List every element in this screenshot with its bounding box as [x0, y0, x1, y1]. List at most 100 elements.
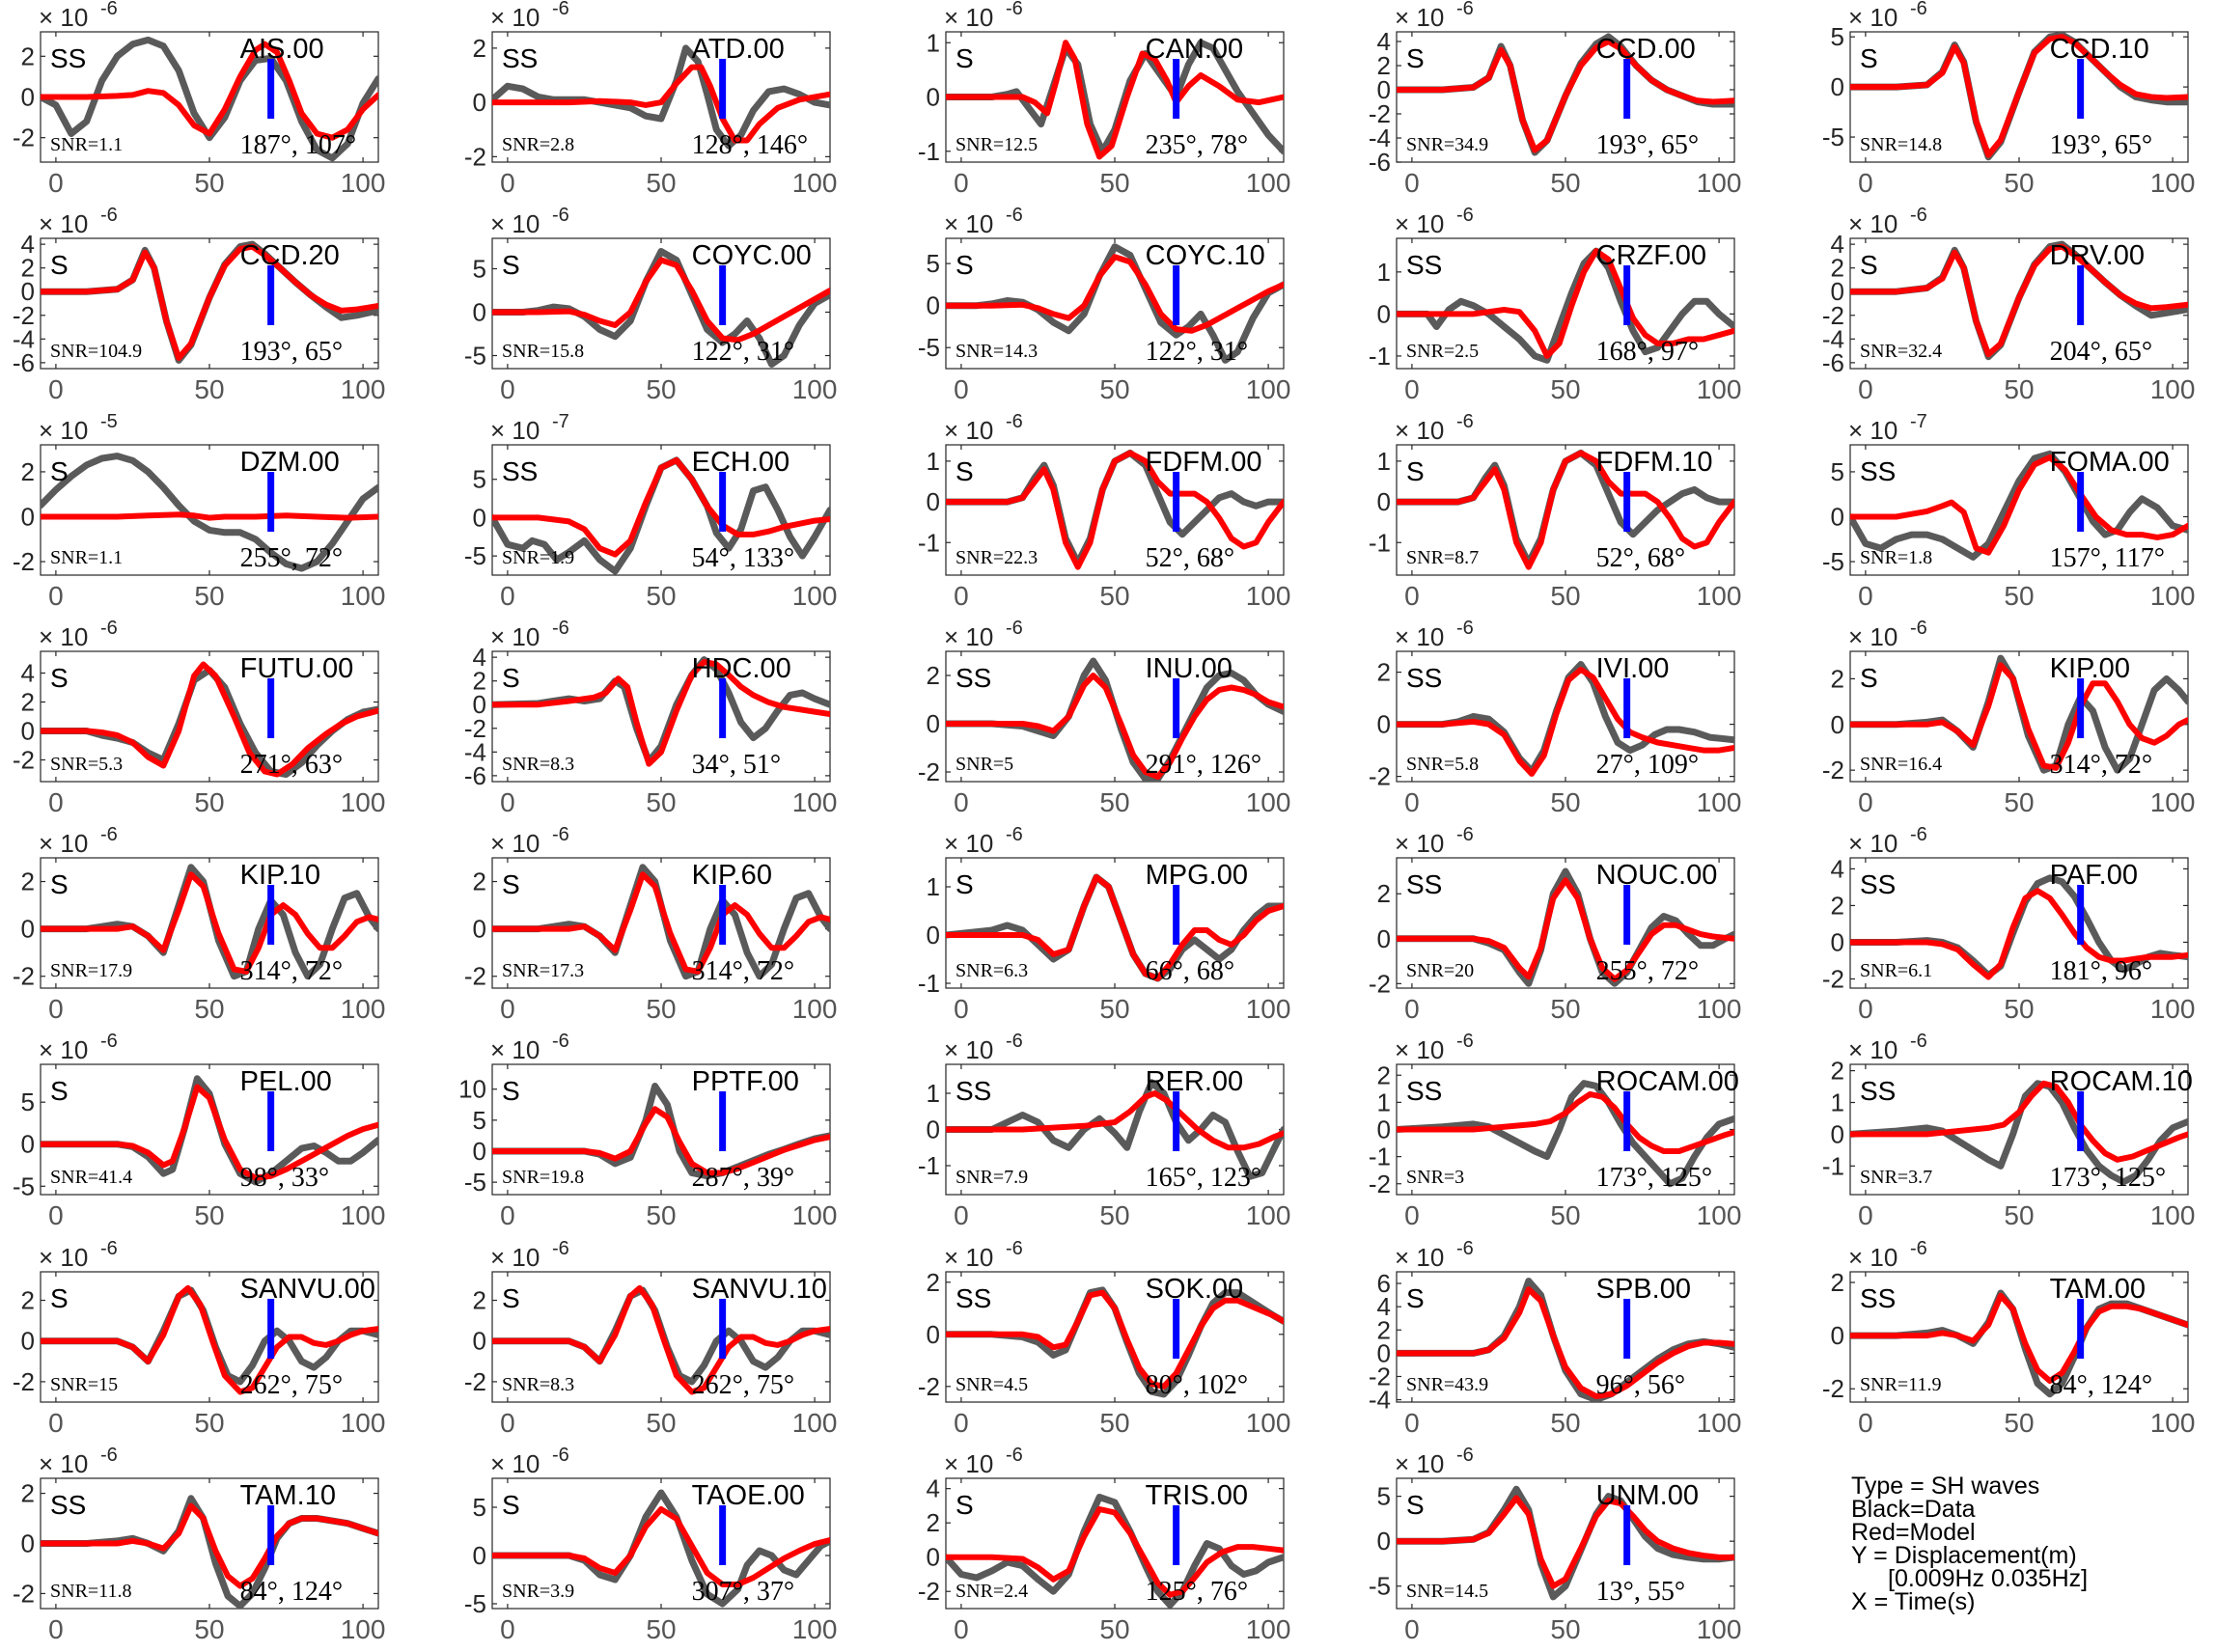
x-tick-label: 0 — [1858, 581, 1873, 611]
station-label: NOUC.00 — [1596, 860, 1718, 891]
panel-frame — [491, 1477, 831, 1610]
waveform-lines — [946, 1079, 1284, 1180]
model-trace — [1850, 243, 2188, 358]
arrival-marker — [1173, 885, 1180, 945]
model-trace — [1397, 39, 1734, 153]
model-trace — [41, 1284, 378, 1395]
x-tick-label: 100 — [1697, 994, 1742, 1024]
y-exponent-base: × 10 — [490, 1449, 540, 1478]
y-tick-label: -1 — [918, 137, 940, 166]
y-tick-label: 0 — [473, 298, 486, 327]
y-tick-label: 0 — [1377, 710, 1391, 739]
angles-label: 165°, 123° — [1146, 1163, 1261, 1193]
model-trace — [1850, 454, 2188, 556]
y-tick-label: 5 — [1377, 1482, 1391, 1511]
y-exponent: -5 — [100, 411, 118, 432]
y-tick-label: 5 — [927, 249, 940, 278]
model-trace — [41, 1502, 378, 1589]
snr-label: SNR=1.8 — [1860, 547, 1932, 568]
waveform-lines — [1850, 874, 2188, 980]
snr-label: SNR=3.7 — [1860, 1167, 1932, 1188]
y-tick-label: -2 — [13, 124, 35, 152]
y-tick-label: 4 — [1831, 854, 1844, 883]
phase-label: S — [50, 456, 69, 486]
y-tick-label: -4 — [1822, 324, 1844, 353]
panel-ivi-00: 0 50 100 -2 0 2× 10 -6 SS IVI.00 SNR=5.8 27°, 109° — [1369, 618, 1742, 817]
y-exponent-base: × 10 — [944, 3, 993, 32]
snr-label: SNR=104.9 — [50, 341, 142, 362]
snr-label: SNR=14.8 — [1860, 134, 1942, 155]
waveform-lines — [492, 44, 830, 150]
model-trace — [1397, 248, 1734, 359]
y-tick-label: -5 — [1822, 547, 1844, 576]
panel-tam-00: 0 50 100 -2 0 2× 10 -6 SS TAM.00 SNR=11.9 84°, 124… — [1822, 1238, 2196, 1438]
x-tick-label: 100 — [792, 374, 838, 404]
phase-label: S — [502, 663, 520, 693]
model-trace — [1850, 34, 2188, 158]
waveform-lines — [946, 243, 1284, 364]
y-tick-label: 0 — [927, 709, 940, 738]
y-tick-label: 0 — [927, 1115, 940, 1144]
panel-fdfm-00: 0 50 100 -1 0 1× 10 -6 S FDFM.00 SNR=22.3 52°, 68° — [918, 411, 1291, 611]
y-tick-label: 2 — [1831, 254, 1844, 283]
y-tick-label: -1 — [1369, 1143, 1391, 1171]
y-tick-label: 2 — [21, 254, 35, 283]
panel-paf-00: 0 50 100 -2 0 2 4× 10 -6 SS PAF.00 SNR=6.1 181°, 96… — [1822, 824, 2196, 1024]
y-tick-label: -2 — [13, 547, 35, 576]
waveform-lines — [1397, 661, 1734, 777]
angles-label: 193°, 65° — [240, 337, 343, 367]
model-trace — [946, 874, 1284, 981]
station-label: ECH.00 — [692, 447, 790, 478]
y-tick-label: 5 — [1831, 22, 1844, 51]
station-label: KIP.10 — [240, 860, 320, 891]
y-tick-label: -1 — [1369, 528, 1391, 557]
arrival-marker — [1623, 472, 1631, 532]
y-tick-label: 1 — [1377, 258, 1391, 287]
snr-label: SNR=16.4 — [1860, 754, 1942, 775]
y-tick-label: 0 — [473, 690, 486, 719]
station-label: HDC.00 — [692, 653, 791, 684]
y-tick-label: -2 — [13, 301, 35, 330]
phase-label: SS — [956, 663, 991, 693]
y-tick-label: 4 — [927, 1474, 940, 1503]
panel-sok-00: 0 50 100 -2 0 2× 10 -6 SS SOK.00 SNR=4.5 80°, 102° — [918, 1238, 1291, 1438]
x-tick-label: 50 — [194, 1408, 224, 1438]
x-tick-label: 50 — [1099, 1200, 1129, 1230]
y-tick-label: -2 — [1822, 1374, 1844, 1403]
phase-label: S — [956, 250, 974, 280]
x-tick-label: 100 — [1697, 1200, 1742, 1230]
station-label: MPG.00 — [1146, 860, 1248, 891]
x-tick-label: 0 — [48, 374, 64, 404]
waveform-lines — [41, 453, 378, 572]
panel-inu-00: 0 50 100 -2 0 2× 10 -6 SS INU.00 SNR=5 291°, 126° — [918, 618, 1291, 817]
model-trace — [41, 243, 378, 361]
station-label: SOK.00 — [1146, 1274, 1244, 1305]
y-tick-label: 0 — [1377, 299, 1391, 328]
y-tick-label: 2 — [927, 1268, 940, 1297]
y-tick-label: -2 — [464, 1367, 486, 1396]
y-tick-label: 2 — [21, 41, 35, 70]
x-tick-label: 100 — [1246, 581, 1291, 611]
legend-line-yaxis: Y = Displacement(m) — [1851, 1542, 2077, 1569]
arrival-marker — [1623, 1505, 1631, 1565]
waveform-lines — [1850, 1289, 2188, 1398]
waveform-lines — [492, 248, 830, 368]
y-exponent: -7 — [552, 411, 569, 432]
x-tick-label: 100 — [341, 1408, 386, 1438]
panel-tam-10: 0 50 100 -2 0 2× 10 -6 SS TAM.10 SNR=11.8 84°, 124… — [13, 1445, 386, 1644]
angles-label: 271°, 63° — [240, 750, 343, 780]
y-exponent: -6 — [1910, 1238, 1927, 1259]
y-tick-label: -6 — [13, 348, 35, 377]
phase-label: S — [50, 869, 69, 899]
y-exponent-base: × 10 — [1848, 3, 1897, 32]
model-trace — [946, 673, 1284, 780]
y-exponent: -6 — [1910, 0, 1927, 19]
y-tick-label: -1 — [1822, 1151, 1844, 1180]
angles-label: 314°, 72° — [692, 956, 794, 986]
arrival-marker — [719, 885, 727, 945]
snr-label: SNR=17.3 — [502, 960, 584, 981]
legend-line-type: Type = SH waves — [1851, 1473, 2040, 1500]
x-tick-label: 50 — [2004, 787, 2034, 817]
x-tick-label: 0 — [48, 168, 64, 198]
